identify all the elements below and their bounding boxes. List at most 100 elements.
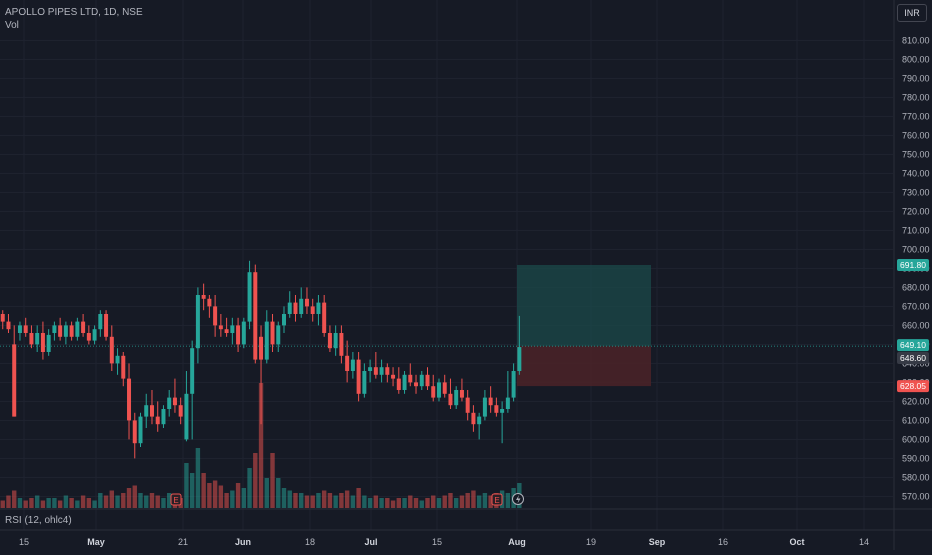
entry-price-tag[interactable]	[897, 339, 929, 352]
candle-body[interactable]	[350, 359, 355, 371]
last-price-tag[interactable]	[897, 352, 929, 365]
chart-legend[interactable]: APOLLO PIPES LTD, 1D, NSE Vol	[5, 6, 143, 32]
candle-body[interactable]	[431, 386, 436, 398]
candle-body[interactable]	[127, 378, 132, 421]
candle-body[interactable]	[299, 298, 304, 314]
candle-body[interactable]	[46, 334, 51, 352]
candle-body[interactable]	[155, 416, 160, 425]
candle-body[interactable]	[58, 325, 63, 337]
candle-body[interactable]	[494, 405, 499, 413]
candle-body[interactable]	[184, 393, 189, 440]
candle-body[interactable]	[29, 333, 34, 345]
candle-body[interactable]	[109, 336, 114, 364]
candle-body[interactable]	[259, 336, 264, 360]
candle-body[interactable]	[247, 272, 252, 322]
candle-body[interactable]	[0, 314, 5, 322]
candle-body[interactable]	[213, 306, 218, 326]
candle-body[interactable]	[207, 298, 212, 307]
candle-body[interactable]	[517, 347, 522, 371]
candle-body[interactable]	[293, 302, 298, 314]
candle-body[interactable]	[391, 374, 396, 379]
candle-body[interactable]	[304, 298, 309, 307]
candle-body[interactable]	[356, 359, 361, 394]
candle-body[interactable]	[132, 420, 137, 444]
candle-body[interactable]	[81, 321, 86, 333]
candle-body[interactable]	[149, 405, 154, 417]
candle-body[interactable]	[264, 321, 269, 360]
candle-body[interactable]	[333, 333, 338, 349]
candle-body[interactable]	[327, 333, 332, 349]
candle-body[interactable]	[253, 272, 258, 360]
currency-button[interactable]: INR	[897, 4, 927, 22]
candle-body[interactable]	[373, 367, 378, 375]
candle-body[interactable]	[218, 325, 223, 330]
position-zones[interactable]	[0, 264, 893, 387]
candle-body[interactable]	[63, 325, 68, 337]
stop-price-tag[interactable]	[897, 380, 929, 393]
candle-body[interactable]	[385, 367, 390, 375]
candle-body[interactable]	[482, 397, 487, 417]
target-price-tag[interactable]	[897, 258, 929, 271]
candle-body[interactable]	[121, 355, 126, 379]
candle-body[interactable]	[276, 325, 281, 345]
candle-body[interactable]	[40, 333, 45, 352]
volume-label[interactable]: Vol	[5, 20, 19, 31]
candle-body[interactable]	[454, 390, 459, 406]
candle-body[interactable]	[408, 374, 413, 383]
candle-body[interactable]	[236, 325, 241, 345]
earnings-marker[interactable]	[491, 493, 503, 506]
candle-body[interactable]	[195, 295, 200, 349]
candle-body[interactable]	[6, 321, 11, 330]
candle-body[interactable]	[178, 405, 183, 417]
candle-body[interactable]	[402, 374, 407, 390]
candle-body[interactable]	[379, 367, 384, 375]
candle-body[interactable]	[368, 367, 373, 371]
candle-body[interactable]	[98, 314, 103, 330]
target-zone[interactable]	[517, 264, 651, 347]
candle-body[interactable]	[23, 325, 28, 333]
candle-body[interactable]	[419, 374, 424, 387]
candle-body[interactable]	[471, 412, 476, 425]
candle-body[interactable]	[459, 390, 464, 398]
candle-body[interactable]	[310, 306, 315, 314]
candle-body[interactable]	[230, 325, 235, 333]
candle-body[interactable]	[287, 302, 292, 314]
candle-body[interactable]	[17, 325, 22, 333]
candle-body[interactable]	[362, 371, 367, 394]
candle-body[interactable]	[224, 329, 229, 333]
candle-body[interactable]	[505, 397, 510, 409]
candle-body[interactable]	[488, 397, 493, 406]
candle-body[interactable]	[448, 393, 453, 406]
candle-body[interactable]	[138, 416, 143, 444]
candle-body[interactable]	[339, 333, 344, 356]
candle-body[interactable]	[442, 382, 447, 394]
candle-body[interactable]	[241, 321, 246, 345]
candle-body[interactable]	[500, 409, 505, 413]
candle-body[interactable]	[396, 378, 401, 390]
candle-body[interactable]	[144, 405, 149, 417]
earnings-marker[interactable]	[170, 493, 182, 506]
candle-body[interactable]	[425, 374, 430, 387]
candle-body[interactable]	[322, 302, 327, 333]
candle-body[interactable]	[12, 344, 17, 417]
candle-body[interactable]	[465, 397, 470, 413]
candle-body[interactable]	[115, 355, 120, 364]
candle-body[interactable]	[69, 325, 74, 337]
candle-body[interactable]	[104, 314, 109, 337]
candle-body[interactable]	[436, 382, 441, 398]
candle-body[interactable]	[92, 329, 97, 341]
candle-body[interactable]	[201, 295, 206, 299]
candle-body[interactable]	[270, 321, 275, 345]
candle-body[interactable]	[52, 325, 57, 333]
stop-loss-zone[interactable]	[517, 346, 651, 387]
candle-body[interactable]	[172, 397, 177, 406]
candle-body[interactable]	[86, 333, 91, 341]
rsi-indicator-label[interactable]: RSI (12, ohlc4)	[5, 515, 72, 526]
candle-body[interactable]	[167, 397, 172, 409]
candle-body[interactable]	[345, 355, 350, 371]
candle-body[interactable]	[75, 321, 80, 337]
candle-body[interactable]	[477, 416, 482, 425]
